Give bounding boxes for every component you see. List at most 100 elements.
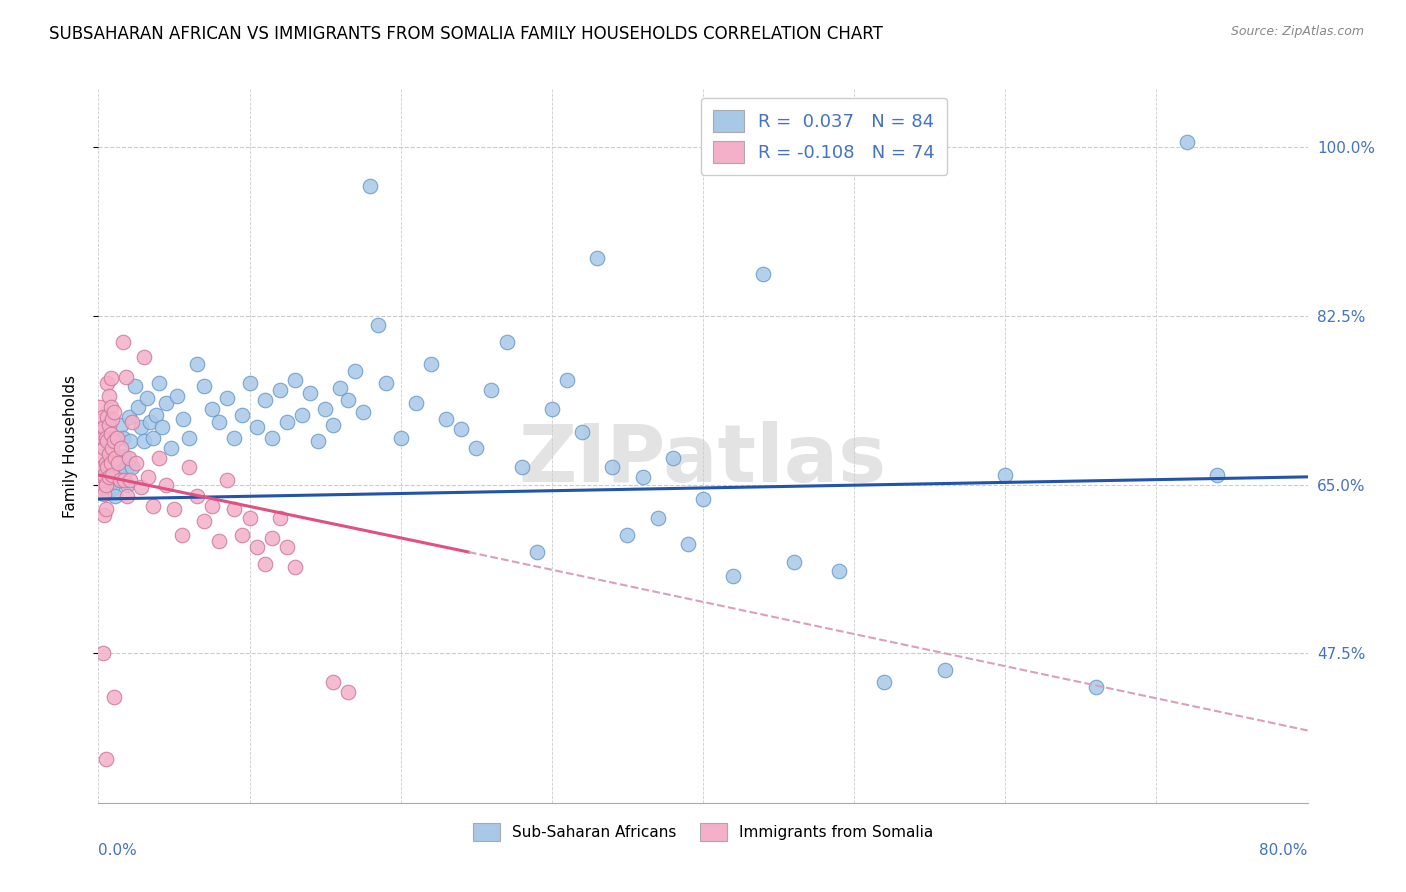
Point xyxy=(100,371,122,385)
Point xyxy=(752,268,775,282)
Point xyxy=(98,447,121,461)
Point xyxy=(142,431,165,445)
Point xyxy=(103,405,125,419)
Point xyxy=(1175,135,1198,149)
Point xyxy=(163,501,186,516)
Point xyxy=(93,441,115,455)
Point xyxy=(103,434,125,449)
Point xyxy=(420,357,443,371)
Point xyxy=(661,450,683,465)
Point xyxy=(224,501,246,516)
Point xyxy=(291,408,314,422)
Point xyxy=(231,408,253,422)
Point xyxy=(201,499,224,513)
Point xyxy=(193,379,215,393)
Point xyxy=(115,477,138,491)
Point xyxy=(215,391,238,405)
Point xyxy=(873,675,896,690)
Point xyxy=(172,412,194,426)
Point xyxy=(104,489,127,503)
Point xyxy=(125,456,148,470)
Point xyxy=(155,477,177,491)
Point xyxy=(103,690,125,704)
Point xyxy=(105,456,128,470)
Point xyxy=(108,473,131,487)
Point xyxy=(481,383,503,397)
Point xyxy=(262,531,284,545)
Point xyxy=(231,527,253,541)
Point xyxy=(98,470,121,484)
Point xyxy=(132,434,155,449)
Point xyxy=(434,412,457,426)
Point xyxy=(124,379,146,393)
Point xyxy=(253,557,276,571)
Point xyxy=(269,511,291,525)
Point xyxy=(98,417,121,432)
Text: Source: ZipAtlas.com: Source: ZipAtlas.com xyxy=(1230,25,1364,38)
Point xyxy=(284,373,307,387)
Point xyxy=(215,473,238,487)
Point xyxy=(676,537,699,551)
Point xyxy=(94,752,117,766)
Point xyxy=(101,441,124,455)
Point xyxy=(94,456,117,470)
Point xyxy=(96,410,118,425)
Point xyxy=(1085,680,1108,694)
Point xyxy=(555,373,578,387)
Point xyxy=(186,489,208,503)
Point xyxy=(692,491,714,506)
Point xyxy=(631,470,654,484)
Point xyxy=(142,499,165,513)
Point xyxy=(91,479,114,493)
Point xyxy=(299,386,322,401)
Point xyxy=(450,422,472,436)
Point xyxy=(90,473,112,487)
Point xyxy=(155,395,177,409)
Point xyxy=(465,441,488,455)
Point xyxy=(602,460,624,475)
Point xyxy=(239,376,262,391)
Text: 0.0%: 0.0% xyxy=(98,843,138,858)
Point xyxy=(201,402,224,417)
Point xyxy=(145,408,167,422)
Point xyxy=(262,431,284,445)
Point xyxy=(94,485,117,500)
Point xyxy=(314,402,336,417)
Point xyxy=(132,351,155,365)
Point xyxy=(104,450,127,465)
Point xyxy=(253,392,276,407)
Point xyxy=(91,646,114,660)
Point xyxy=(115,489,138,503)
Point xyxy=(186,357,208,371)
Point xyxy=(179,460,201,475)
Point xyxy=(96,470,118,484)
Point xyxy=(93,467,115,482)
Point xyxy=(510,460,533,475)
Point xyxy=(93,467,115,482)
Point xyxy=(224,431,246,445)
Point xyxy=(322,417,344,432)
Point xyxy=(1206,467,1229,482)
Point xyxy=(374,376,396,391)
Point xyxy=(994,467,1017,482)
Point xyxy=(98,458,121,473)
Point xyxy=(193,514,215,528)
Point xyxy=(96,434,118,449)
Point xyxy=(94,431,117,445)
Point xyxy=(101,483,124,497)
Point xyxy=(120,473,142,487)
Point xyxy=(208,415,231,429)
Point xyxy=(495,334,517,349)
Point xyxy=(139,415,162,429)
Point xyxy=(103,460,125,475)
Point xyxy=(160,441,183,455)
Point xyxy=(100,475,122,490)
Point xyxy=(96,460,118,475)
Point xyxy=(91,410,114,425)
Point xyxy=(107,466,129,480)
Point xyxy=(828,565,851,579)
Point xyxy=(93,508,115,523)
Point xyxy=(246,541,269,555)
Point xyxy=(783,555,806,569)
Point xyxy=(89,401,111,415)
